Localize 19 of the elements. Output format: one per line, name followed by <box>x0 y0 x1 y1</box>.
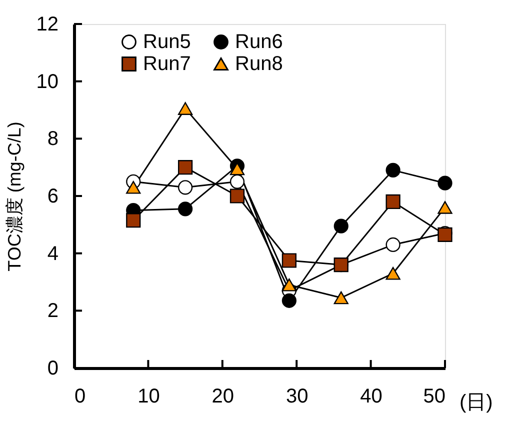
x-tick-label: 40 <box>360 386 382 408</box>
y-tick-label: 4 <box>47 242 58 265</box>
x-tick-label: 10 <box>138 386 160 408</box>
y-axis-title: TOC濃度 (mg-C/L) <box>4 122 24 272</box>
y-tick-label: 0 <box>47 358 58 380</box>
y-tick-label: 2 <box>47 300 58 322</box>
legend-label: Run6 <box>235 31 283 53</box>
legend-label: Run5 <box>143 31 191 53</box>
y-tick-label: 8 <box>47 128 58 150</box>
x-tick-label: 30 <box>286 386 308 408</box>
x-axis-title: (日) <box>460 392 493 414</box>
legend-label: Run7 <box>143 53 191 75</box>
x-tick-label: 50 <box>423 386 446 408</box>
x-tick-label: 0 <box>74 386 86 408</box>
y-tick-label: 10 <box>36 70 58 93</box>
x-tick-label: 20 <box>212 386 234 408</box>
y-tick-label: 6 <box>47 186 58 208</box>
legend-label: Run8 <box>235 53 283 75</box>
y-tick-label: 12 <box>36 14 58 36</box>
